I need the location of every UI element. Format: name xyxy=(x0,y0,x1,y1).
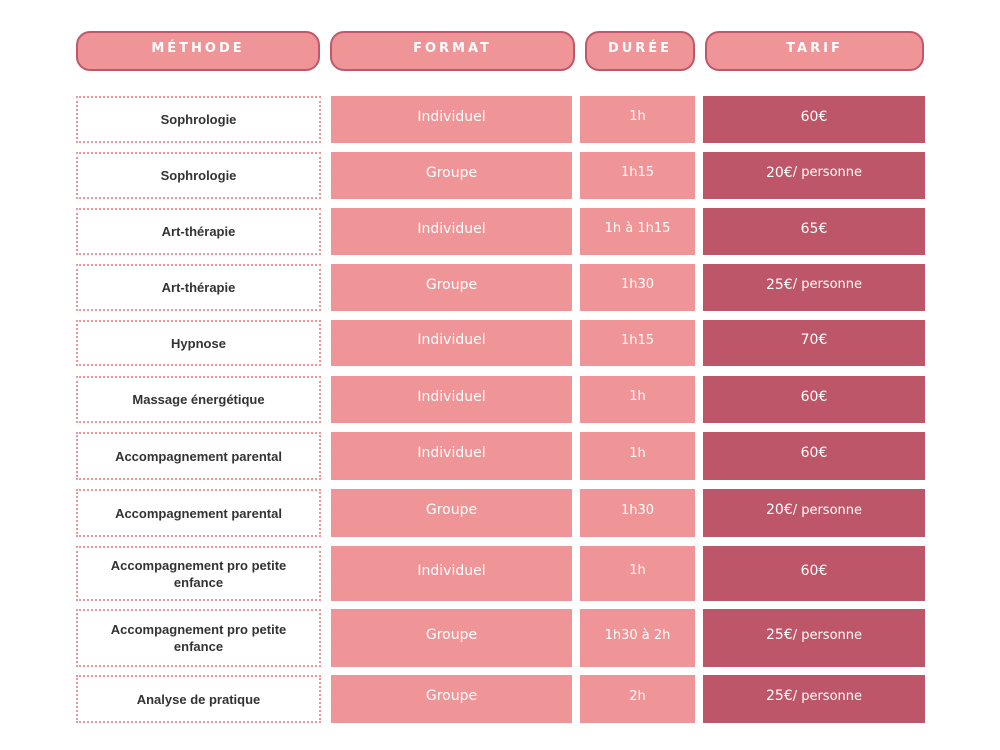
methode-cell: Sophrologie xyxy=(76,96,321,143)
methode-cell: Accompagnement parental xyxy=(76,489,321,537)
table-row: Sophrologie Individuel 1h 60€ xyxy=(0,96,1000,143)
tarif-cell: 60€ xyxy=(703,96,925,143)
format-cell: Individuel xyxy=(331,546,572,601)
tarif-cell: 25€ / personne xyxy=(703,609,925,667)
tarif-price: 25€ xyxy=(765,276,793,293)
format-cell: Groupe xyxy=(331,264,572,311)
tarif-price: 60€ xyxy=(800,562,828,579)
duree-cell: 1h xyxy=(580,96,695,143)
methode-cell: Massage énergétique xyxy=(76,376,321,423)
duree-cell: 1h15 xyxy=(580,320,695,366)
tarif-cell: 20€ / personne xyxy=(703,152,925,199)
methode-cell: Accompagnement pro petite enfance xyxy=(76,609,321,667)
tarif-cell: 60€ xyxy=(703,432,925,480)
methode-cell: Sophrologie xyxy=(76,152,321,199)
tarif-price: 25€ xyxy=(765,688,793,704)
table-row: Art-thérapie Individuel 1h à 1h15 65€ xyxy=(0,208,1000,255)
table-row: Accompagnement pro petite enfance Indivi… xyxy=(0,546,1000,601)
methode-cell: Accompagnement pro petite enfance xyxy=(76,546,321,601)
tarif-unit: / personne xyxy=(792,502,863,518)
tarif-unit: / personne xyxy=(792,627,863,643)
duree-cell: 1h xyxy=(580,376,695,423)
table-row: Accompagnement pro petite enfance Groupe… xyxy=(0,609,1000,667)
tarif-cell: 20€ / personne xyxy=(703,489,925,537)
format-cell: Individuel xyxy=(331,96,572,143)
methode-cell: Art-thérapie xyxy=(76,264,321,311)
tarif-unit: / personne xyxy=(792,277,863,292)
tarif-price: 60€ xyxy=(800,108,828,125)
methode-cell: Accompagnement parental xyxy=(76,432,321,480)
tarif-cell: 25€ / personne xyxy=(703,264,925,311)
table-row: Art-thérapie Groupe 1h30 25€ / personne xyxy=(0,264,1000,311)
tarif-price: 65€ xyxy=(800,220,828,237)
table-row: Analyse de pratique Groupe 2h 25€ / pers… xyxy=(0,675,1000,723)
tarif-price: 70€ xyxy=(800,332,828,348)
table-row: Sophrologie Groupe 1h15 20€ / personne xyxy=(0,152,1000,199)
tarif-cell: 70€ xyxy=(703,320,925,366)
format-cell: Groupe xyxy=(331,489,572,537)
duree-cell: 1h à 1h15 xyxy=(580,208,695,255)
header-format: FORMAT xyxy=(330,31,575,71)
tarif-price: 25€ xyxy=(765,627,793,643)
table-row: Hypnose Individuel 1h15 70€ xyxy=(0,320,1000,366)
format-cell: Individuel xyxy=(331,376,572,423)
table-row: Massage énergétique Individuel 1h 60€ xyxy=(0,376,1000,423)
tarif-price: 60€ xyxy=(800,388,828,405)
methode-cell: Art-thérapie xyxy=(76,208,321,255)
methode-cell: Hypnose xyxy=(76,320,321,366)
tarif-cell: 60€ xyxy=(703,546,925,601)
header-duree: DURÉE xyxy=(585,31,695,71)
tarif-cell: 65€ xyxy=(703,208,925,255)
table-row: Accompagnement parental Individuel 1h 60… xyxy=(0,432,1000,480)
format-cell: Individuel xyxy=(331,208,572,255)
duree-cell: 1h xyxy=(580,546,695,601)
duree-cell: 1h30 xyxy=(580,489,695,537)
duree-cell: 1h30 à 2h xyxy=(580,609,695,667)
tarif-price: 20€ xyxy=(765,502,793,518)
header-methode: MÉTHODE xyxy=(76,31,320,71)
format-cell: Individuel xyxy=(331,432,572,480)
tarif-price: 20€ xyxy=(765,164,793,181)
tarif-cell: 25€ / personne xyxy=(703,675,925,723)
table-row: Accompagnement parental Groupe 1h30 20€ … xyxy=(0,489,1000,537)
tarif-unit: / personne xyxy=(792,688,863,704)
tarif-unit: / personne xyxy=(792,165,863,180)
tarif-cell: 60€ xyxy=(703,376,925,423)
format-cell: Individuel xyxy=(331,320,572,366)
tarif-price: 60€ xyxy=(800,445,828,461)
methode-cell: Analyse de pratique xyxy=(76,675,321,723)
format-cell: Groupe xyxy=(331,609,572,667)
format-cell: Groupe xyxy=(331,675,572,723)
header-tarif: TARIF xyxy=(705,31,924,71)
duree-cell: 1h xyxy=(580,432,695,480)
duree-cell: 1h30 xyxy=(580,264,695,311)
format-cell: Groupe xyxy=(331,152,572,199)
duree-cell: 2h xyxy=(580,675,695,723)
duree-cell: 1h15 xyxy=(580,152,695,199)
